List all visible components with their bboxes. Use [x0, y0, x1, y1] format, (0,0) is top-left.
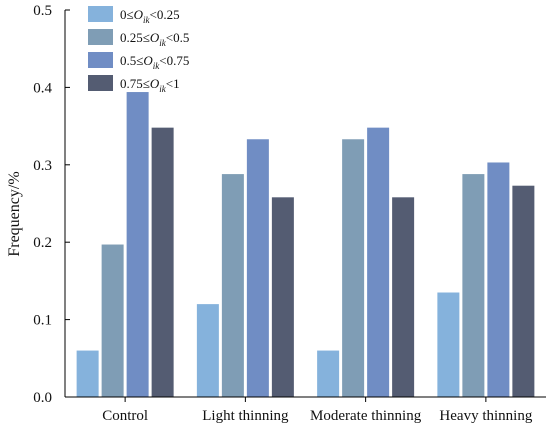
bar-3-1 [126, 92, 149, 397]
legend-swatch [88, 6, 113, 22]
legend-label: 0.25≤Oik<0.5 [120, 30, 189, 48]
bar-3-4 [487, 162, 510, 397]
y-tick-label: 0.3 [33, 158, 52, 174]
bar-3-3 [367, 127, 390, 397]
bar-2-3 [342, 139, 365, 397]
bar-2-4 [462, 174, 485, 397]
legend-swatch [88, 29, 113, 45]
bar-3-2 [246, 139, 269, 397]
x-tick-label: Moderate thinning [310, 408, 422, 424]
legend-label: 0.5≤Oik<0.75 [120, 53, 189, 71]
legend-label: 0.75≤Oik<1 [120, 76, 180, 94]
bar-1-3 [317, 350, 340, 397]
y-tick-label: 0.2 [33, 235, 52, 251]
legend-swatch [88, 52, 113, 68]
bar-1-1 [76, 350, 99, 397]
y-tick-label: 0.4 [33, 80, 52, 96]
x-axis: Control Light thinning Moderate thinning He… [102, 397, 533, 424]
bar-1-4 [437, 292, 460, 397]
x-tick-label: Light thinning [202, 408, 289, 424]
bar-4-2 [271, 197, 294, 397]
bar-2-2 [221, 174, 244, 397]
x-tick-label: Heavy thinning [439, 408, 532, 424]
legend-swatch [88, 75, 113, 91]
bar-4-1 [151, 127, 174, 397]
bar-4-4 [512, 185, 535, 397]
y-axis: 0.0 0.1 0.2 0.3 0.4 0.5 [33, 3, 70, 406]
y-tick-label: 0.0 [33, 390, 52, 406]
legend-label: 0≤Oik<0.25 [120, 7, 180, 25]
legend: 0≤Oik<0.25 0.25≤Oik<0.5 0.5≤Oik<0.75 0.75≤O… [88, 6, 189, 94]
y-tick-label: 0.1 [33, 313, 52, 329]
bar-2-1 [101, 244, 124, 397]
bars [76, 92, 535, 397]
bar-4-3 [392, 197, 415, 397]
y-axis-title: Frequency/% [6, 171, 23, 256]
bar-1-2 [196, 304, 219, 397]
x-tick-label: Control [102, 408, 148, 424]
y-tick-label: 0.5 [33, 3, 52, 19]
